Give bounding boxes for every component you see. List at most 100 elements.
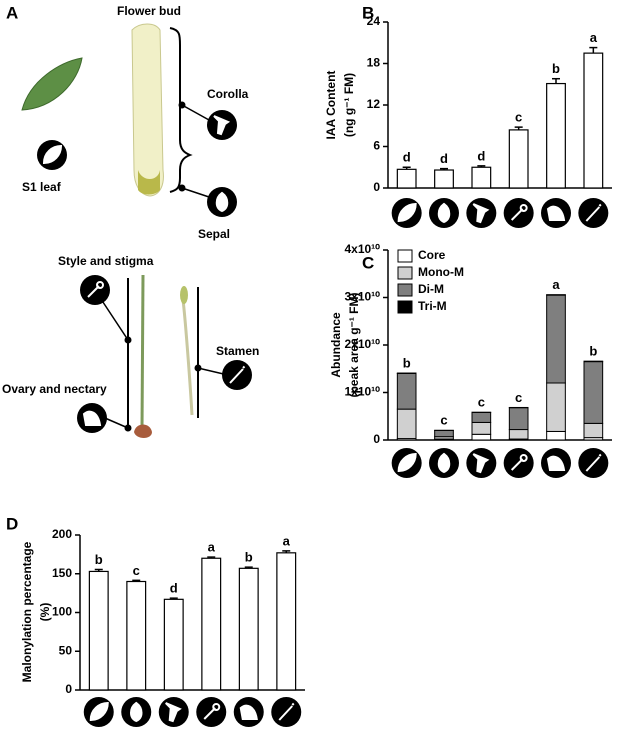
panel-label: C [362,253,374,272]
significance-letter: c [133,563,140,578]
significance-letter: d [477,148,485,163]
significance-letter: d [170,581,178,596]
icon-glyph [89,701,109,722]
y-tick-label: 150 [52,566,72,580]
diagram-label: Corolla [207,87,249,101]
connector-dot [194,364,202,372]
y-axis-label: Abundance [329,312,343,378]
legend-swatch [397,266,413,280]
connector-dot [178,101,186,109]
y-axis-label: (peak area g⁻¹ FM) [347,292,361,397]
y-tick-label: 0 [65,682,72,696]
bar-segment [396,373,417,410]
significance-letter: c [440,413,447,428]
icon-glyph [42,144,63,165]
icon-glyph [397,202,417,223]
significance-letter: a [208,540,216,555]
diagram-label: Sepal [198,227,230,241]
y-tick-label: 2x10¹⁰ [344,337,380,351]
significance-letter: b [589,344,597,359]
bracket [169,27,193,193]
icon-glyph [546,455,566,471]
panel-label: B [362,3,374,22]
bar [238,567,259,691]
leaf-photo [21,57,83,111]
y-tick-label: 3x10¹⁰ [344,290,380,304]
connector-dot [124,336,132,344]
connector-dot [124,424,132,432]
legend-swatch [397,249,413,263]
icon-glyph [510,454,528,471]
significance-letter: d [440,151,448,166]
bar [471,166,492,189]
diagram-label: Flower bud [117,4,181,18]
icon-glyph [472,453,490,474]
flower-bud-photo [131,23,164,197]
significance-letter: a [552,277,560,292]
icon-glyph [82,410,102,426]
icon-glyph [87,281,105,298]
icon-glyph [437,452,451,474]
y-tick-label: 1x10¹⁰ [344,385,380,399]
stamen-photo [181,299,194,416]
icon-glyph [229,365,246,384]
bar-segment [434,430,454,438]
icon-glyph [213,115,231,136]
icon-glyph [203,703,221,720]
legend-label: Tri-M [418,299,447,313]
y-axis-label: IAA Content [324,71,338,140]
icon-glyph [215,191,229,213]
bar-segment [546,294,566,384]
significance-letter: c [515,110,522,125]
bar [546,82,566,189]
diagram-label: Style and stigma [58,254,154,268]
significance-letter: b [552,61,560,76]
y-tick-label: 4x10¹⁰ [344,242,380,256]
panel-label: D [6,514,18,533]
significance-letter: c [515,390,522,405]
bar-segment [471,421,492,435]
y-tick-label: 6 [373,139,380,153]
icon-glyph [510,204,528,221]
y-tick-label: 50 [59,643,73,657]
icon-glyph [278,702,295,721]
y-tick-label: 0 [373,180,380,194]
legend-label: Di-M [418,282,444,296]
sepal-photo [138,170,160,195]
icon-glyph [437,202,451,224]
y-tick-label: 24 [367,14,381,28]
diagram-label: Stamen [216,344,259,358]
bar-segment [508,407,529,431]
icon-glyph [165,702,182,723]
bar [126,580,147,691]
connector-dot [178,184,186,192]
legend-label: Mono-M [418,265,464,279]
significance-letter: b [403,355,411,370]
y-tick-label: 0 [373,432,380,446]
icon-glyph [472,203,490,224]
y-tick-label: 200 [52,527,72,541]
significance-letter: a [590,30,598,45]
bar [88,570,109,691]
ovary-photo [134,424,152,438]
icon-glyph [397,452,417,473]
bar [276,552,297,691]
bar-segment [583,361,604,424]
bar-segment [396,408,417,440]
bar [508,129,529,189]
diagram-label: Ovary and nectary [2,382,107,396]
bar-segment [546,382,566,432]
bar-segment [583,422,604,439]
bar [396,168,417,189]
significance-letter: b [245,550,253,565]
bar-segment [471,411,492,423]
icon-glyph [585,203,602,222]
y-tick-label: 18 [367,56,381,70]
diagram-label: S1 leaf [22,180,62,194]
bar [583,52,604,189]
style-photo [140,274,145,431]
y-axis-label: Malonylation percentage [20,541,34,682]
icon-glyph [585,453,602,472]
significance-letter: b [95,552,103,567]
